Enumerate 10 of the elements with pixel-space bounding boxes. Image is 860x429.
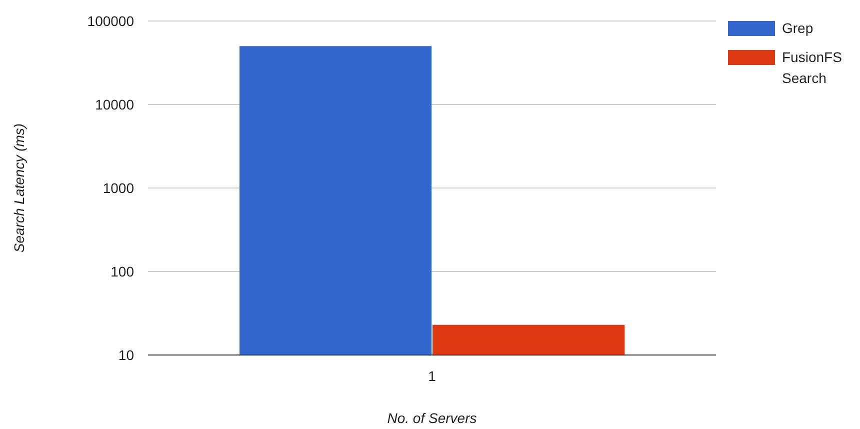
- x-axis-title: No. of Servers: [387, 410, 477, 426]
- y-tick-label: 10: [118, 346, 134, 363]
- y-tick-label: 100: [110, 263, 134, 280]
- y-tick-label: 100000: [87, 12, 134, 29]
- legend-label: FusionFS Search: [782, 49, 842, 86]
- x-tick-label: 1: [428, 368, 436, 384]
- y-axis-title: Search Latency (ms): [11, 123, 27, 253]
- y-tick-label: 1000: [102, 180, 134, 196]
- legend-label: Grep: [782, 20, 814, 36]
- y-tick-label: 10000: [95, 96, 134, 112]
